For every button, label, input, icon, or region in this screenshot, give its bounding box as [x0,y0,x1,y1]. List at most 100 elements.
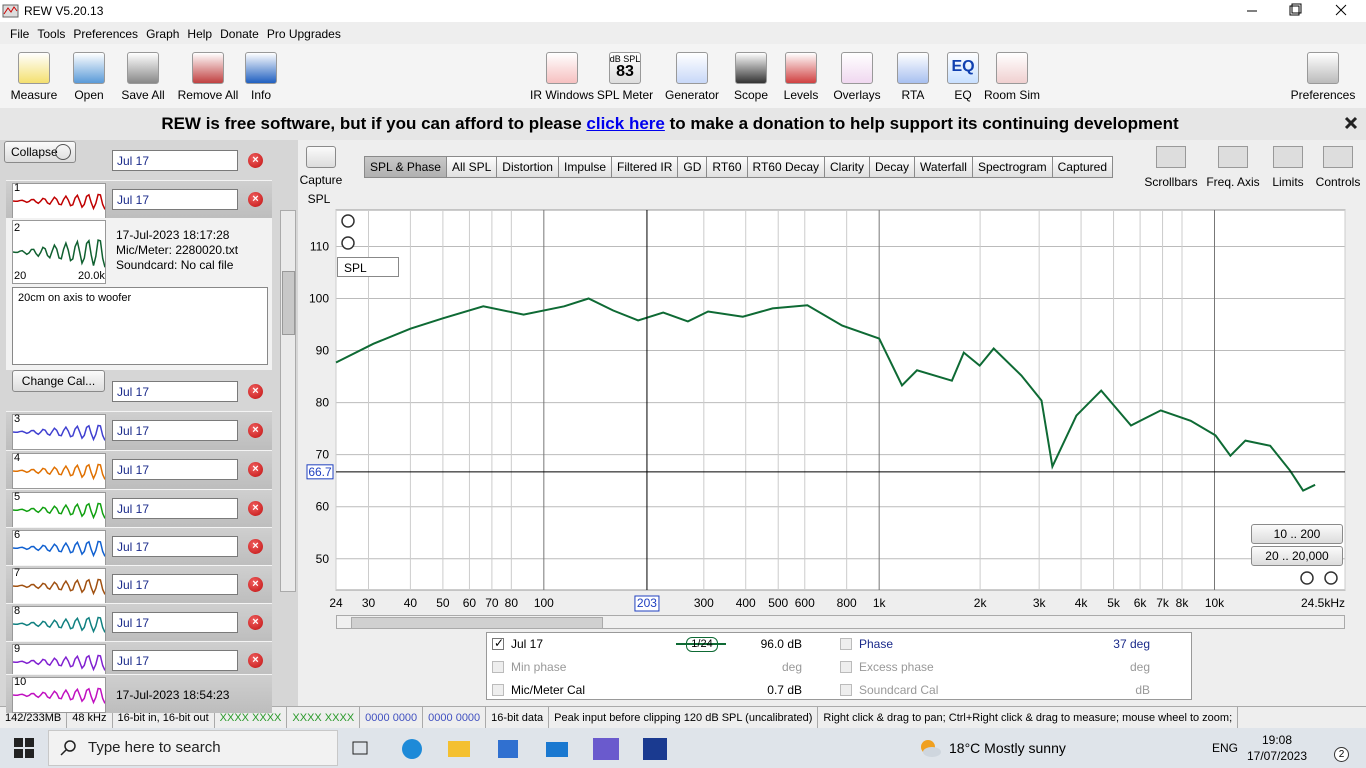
menu-item[interactable]: Graph [146,27,180,41]
trace-select[interactable]: SPL [337,257,399,277]
thumbnail-trace [12,502,106,520]
toolbar-icon[interactable] [947,52,979,84]
toolbar-label: Overlays [833,88,881,102]
x-tick-label: 500 [768,596,788,610]
graph-tab[interactable]: Clarity [824,156,871,178]
remove-button[interactable]: × [248,501,263,516]
checkbox[interactable] [840,661,852,673]
graph-tab[interactable]: Filtered IR [611,156,679,178]
remove-button[interactable]: × [248,192,263,207]
remove-button[interactable]: × [248,653,263,668]
toolbar-label: Save All [121,88,165,102]
chart-scrollbar[interactable] [336,615,1345,629]
toolbar-icon[interactable] [245,52,277,84]
legend-text: Phase [859,637,894,651]
checkbox[interactable]: ✓ [492,636,505,650]
x-tick-label: 60 [463,596,477,610]
notes[interactable]: 20cm on axis to woofer [12,287,268,365]
x-tick-label: 80 [505,596,519,610]
toolbar-icon[interactable] [676,52,708,84]
remove-button[interactable]: × [248,153,263,168]
name-field[interactable]: Jul 17 [112,420,238,441]
thumbnail-trace [12,238,106,268]
zoom-button [341,236,355,250]
banner-close[interactable] [1344,116,1358,130]
name-field[interactable]: Jul 17 [112,574,238,595]
toolbar-icon[interactable] [609,52,641,84]
remove-button[interactable]: × [248,539,263,554]
graph-tab[interactable]: RT60 [706,156,748,178]
menu-item[interactable]: Preferences [73,27,139,41]
graph-tab[interactable]: Waterfall [914,156,973,178]
graph-tab[interactable]: Spectrogram [971,156,1053,178]
graph-tab[interactable]: SPL & Phase [364,156,447,178]
capture-icon[interactable] [306,146,336,168]
toolbar-icon[interactable] [897,52,929,84]
graph-tab[interactable]: RT60 Decay [746,156,825,178]
toolbar-icon[interactable] [996,52,1028,84]
remove-button[interactable]: × [248,384,263,399]
menu-item[interactable]: File [10,27,30,41]
toolbar-icon[interactable] [735,52,767,84]
graph-tool-label: Freq. Axis [1206,175,1260,189]
banner-link[interactable]: click here [586,114,665,133]
name-field[interactable]: Jul 17 [112,189,238,210]
x-tick-label: 600 [795,596,815,610]
menu-item[interactable]: Help [187,27,213,41]
toolbar-icon[interactable] [546,52,578,84]
graph-tab[interactable]: Impulse [557,156,613,178]
notification-badge: 2 [1334,747,1349,762]
checkbox[interactable] [492,684,504,696]
toolbar-icon[interactable] [73,52,105,84]
graph-tab[interactable]: Captured [1051,156,1114,178]
name-field[interactable]: Jul 17 [112,459,238,480]
checkbox[interactable] [840,638,852,650]
menu-item[interactable]: Donate [220,27,259,41]
graph-tab[interactable]: Decay [869,156,916,178]
name-field[interactable]: Jul 17 [112,381,238,402]
x-tick-label: 5k [1107,596,1121,610]
graph-tool-icon[interactable] [1273,146,1303,168]
menu-item[interactable]: Pro Upgrades [266,27,341,41]
thumbnail-trace [12,654,106,672]
toolbar-icon[interactable] [785,52,817,84]
graph-tool-icon[interactable] [1156,146,1186,168]
name-field[interactable]: Jul 17 [112,536,238,557]
range-button[interactable]: 10 .. 200 [1251,524,1343,544]
toolbar-icon[interactable] [1307,52,1339,84]
weather: 18°C Mostly sunny [949,740,1066,756]
toolbar-label: Scope [733,88,769,102]
graph-tool-icon[interactable] [1323,146,1353,168]
name-field[interactable]: Jul 17 [112,612,238,633]
start-button[interactable] [14,738,34,758]
toolbar-icon[interactable] [18,52,50,84]
panel-scrollbar[interactable] [280,210,296,592]
window-controls[interactable] [1236,0,1366,22]
range-button[interactable]: 20 .. 20,000 [1251,546,1343,566]
name-field[interactable]: Jul 17 [112,150,238,171]
checkbox[interactable] [492,661,504,673]
remove-button[interactable]: × [248,423,263,438]
thumbnail-trace [12,687,106,705]
status-cell: XXXX XXXX [287,707,361,729]
name-field[interactable]: Jul 17 [112,498,238,519]
taskbar-apps[interactable] [340,734,720,764]
toolbar-icon[interactable] [192,52,224,84]
toolbar-icon[interactable] [841,52,873,84]
change-cal-button[interactable]: Change Cal... [12,370,105,392]
graph-tool-icon[interactable] [1218,146,1248,168]
graph-tab[interactable]: All SPL [445,156,498,178]
graph-tab[interactable]: GD [677,156,708,178]
soundcard-file: Soundcard: No cal file [116,258,234,272]
y-tick-label: 50 [316,552,330,566]
toolbar-icon[interactable] [127,52,159,84]
menu-item[interactable]: Tools [37,27,66,41]
name-field[interactable]: Jul 17 [112,650,238,671]
measurement-date: 17-Jul-2023 18:17:28 [116,228,230,242]
checkbox[interactable] [840,684,852,696]
remove-button[interactable]: × [248,615,263,630]
search-box[interactable] [48,730,338,766]
remove-button[interactable]: × [248,462,263,477]
legend-text: dB [1135,683,1150,697]
remove-button[interactable]: × [248,577,263,592]
